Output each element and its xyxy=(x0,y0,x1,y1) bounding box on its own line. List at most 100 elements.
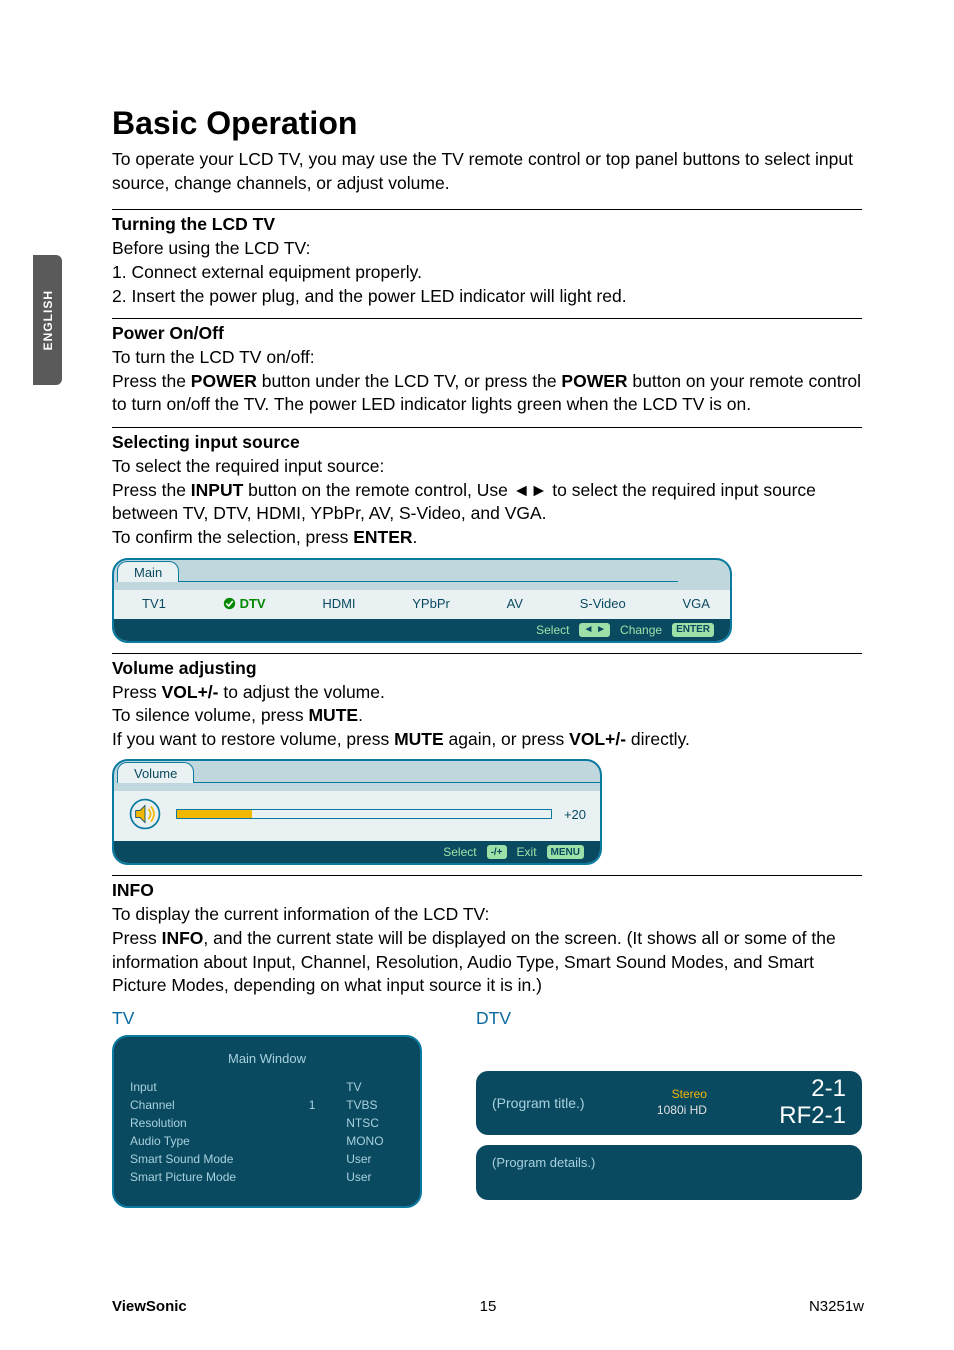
volume-value: +20 xyxy=(564,807,586,822)
osd-input-list: TV1 DTV HDMI YPbPr AV S-Video VGA xyxy=(114,590,730,619)
osd-item-vga[interactable]: VGA xyxy=(682,596,709,611)
table-cell: TV xyxy=(330,1078,404,1096)
text-bold: INPUT xyxy=(191,480,244,500)
table-cell: Input xyxy=(130,1078,277,1096)
text: To display the current information of th… xyxy=(112,904,489,924)
text-bold: VOL+/- xyxy=(162,682,219,702)
section-heading: Volume adjusting xyxy=(112,658,862,679)
panel-title: Main Window xyxy=(130,1051,404,1066)
volume-bar[interactable] xyxy=(176,809,552,819)
table-row: Smart Sound ModeUser xyxy=(130,1150,404,1168)
table-cell: Smart Picture Mode xyxy=(130,1168,277,1186)
divider xyxy=(112,653,862,654)
table-cell: User xyxy=(330,1150,404,1168)
info-col-dtv: DTV (Program title.) Stereo 1080i HD 2-1… xyxy=(476,1008,862,1210)
text: Press the xyxy=(112,371,191,391)
dtv-stereo: Stereo xyxy=(672,1087,707,1101)
osd-tab: Volume xyxy=(117,762,194,783)
hint-label: Select xyxy=(536,623,569,637)
hint-key: ◄ ► xyxy=(579,623,610,637)
text: To select the required input source: xyxy=(112,456,384,476)
osd-item-dtv[interactable]: DTV xyxy=(223,596,266,611)
text: . xyxy=(413,527,418,547)
section-body: Press VOL+/- to adjust the volume. To si… xyxy=(112,681,862,752)
table-cell: 1 xyxy=(277,1096,331,1114)
language-tab: ENGLISH xyxy=(33,255,62,385)
dtv-title-box: (Program title.) Stereo 1080i HD 2-1 RF2… xyxy=(476,1071,862,1135)
hint-key: MENU xyxy=(547,845,584,859)
text: . xyxy=(358,705,363,725)
osd-item-tv1[interactable]: TV1 xyxy=(142,596,166,611)
section-turning: Turning the LCD TV Before using the LCD … xyxy=(112,214,862,308)
section-volume: Volume adjusting Press VOL+/- to adjust … xyxy=(112,658,862,866)
text: , and the current state will be displaye… xyxy=(112,928,836,995)
table-cell: NTSC xyxy=(330,1114,404,1132)
table-row: Audio TypeMONO xyxy=(130,1132,404,1150)
table-row: ResolutionNTSC xyxy=(130,1114,404,1132)
hint-label: Select xyxy=(443,845,476,859)
info-row: TV Main Window InputTVChannel1TVBSResolu… xyxy=(112,1008,862,1210)
divider xyxy=(112,318,862,319)
page-title: Basic Operation xyxy=(112,105,862,142)
text: If you want to restore volume, press xyxy=(112,729,394,749)
table-row: Channel1TVBS xyxy=(130,1096,404,1114)
section-heading: INFO xyxy=(112,880,862,901)
section-heading: Power On/Off xyxy=(112,323,862,344)
text: Press the xyxy=(112,480,191,500)
osd-item-label: DTV xyxy=(240,596,266,611)
osd-volume-panel: Volume +20 Select -/+ E xyxy=(112,759,602,865)
section-body: To select the required input source: Pre… xyxy=(112,455,862,550)
dtv-channel: 2-1 RF2-1 xyxy=(779,1076,846,1129)
dtv-details-box: (Program details.) xyxy=(476,1145,862,1200)
text-bold: VOL+/- xyxy=(569,729,626,749)
divider xyxy=(112,427,862,428)
info-label-tv: TV xyxy=(112,1008,422,1029)
text: directly. xyxy=(626,729,690,749)
footer-model: N3251w xyxy=(809,1298,864,1315)
divider xyxy=(112,875,862,876)
dtv-ch1: 2-1 xyxy=(811,1075,846,1102)
text-bold: INFO xyxy=(162,928,204,948)
dtv-program-details: (Program details.) xyxy=(492,1155,595,1170)
text-bold: POWER xyxy=(191,371,257,391)
dtv-resolution: 1080i HD xyxy=(657,1103,707,1117)
speaker-icon xyxy=(128,797,162,831)
osd-hints: Select ◄ ► Change ENTER xyxy=(114,619,730,641)
text: Press xyxy=(112,928,162,948)
text: To turn the LCD TV on/off: xyxy=(112,347,315,367)
text: To silence volume, press xyxy=(112,705,308,725)
section-info: INFO To display the current information … xyxy=(112,880,862,1210)
table-cell: Channel xyxy=(130,1096,277,1114)
table-cell xyxy=(277,1132,331,1150)
hint-label: Change xyxy=(620,623,662,637)
table-cell xyxy=(277,1114,331,1132)
osd-input-menu: Main TV1 DTV HDMI YPbPr AV S-Video VGA S… xyxy=(112,558,732,643)
section-body: Before using the LCD TV: 1. Connect exte… xyxy=(112,237,862,308)
osd-item-svideo[interactable]: S-Video xyxy=(580,596,626,611)
volume-fill xyxy=(177,810,252,818)
section-heading: Turning the LCD TV xyxy=(112,214,862,235)
osd-item-av[interactable]: AV xyxy=(507,596,523,611)
table-row: Input TV xyxy=(130,1078,404,1096)
hint-key: ENTER xyxy=(672,623,714,637)
table-cell: TVBS xyxy=(330,1096,404,1114)
section-body: To display the current information of th… xyxy=(112,903,862,998)
text: To confirm the selection, press xyxy=(112,527,353,547)
osd-item-hdmi[interactable]: HDMI xyxy=(322,596,355,611)
table-cell: MONO xyxy=(330,1132,404,1150)
section-power: Power On/Off To turn the LCD TV on/off: … xyxy=(112,323,862,417)
info-label-dtv: DTV xyxy=(476,1008,862,1029)
text-bold: MUTE xyxy=(308,705,358,725)
footer: ViewSonic 15 N3251w xyxy=(112,1298,864,1315)
text-bold: ENTER xyxy=(353,527,412,547)
osd-item-ypbpr[interactable]: YPbPr xyxy=(412,596,450,611)
osd-hints: Select -/+ Exit MENU xyxy=(114,841,600,863)
table-cell xyxy=(277,1150,331,1168)
table-cell xyxy=(277,1078,331,1096)
text-bold: POWER xyxy=(561,371,627,391)
text: Press xyxy=(112,682,162,702)
info-col-tv: TV Main Window InputTVChannel1TVBSResolu… xyxy=(112,1008,422,1210)
language-label: ENGLISH xyxy=(41,290,55,350)
page-content: Basic Operation To operate your LCD TV, … xyxy=(112,105,862,1220)
text: button under the LCD TV, or press the xyxy=(257,371,562,391)
